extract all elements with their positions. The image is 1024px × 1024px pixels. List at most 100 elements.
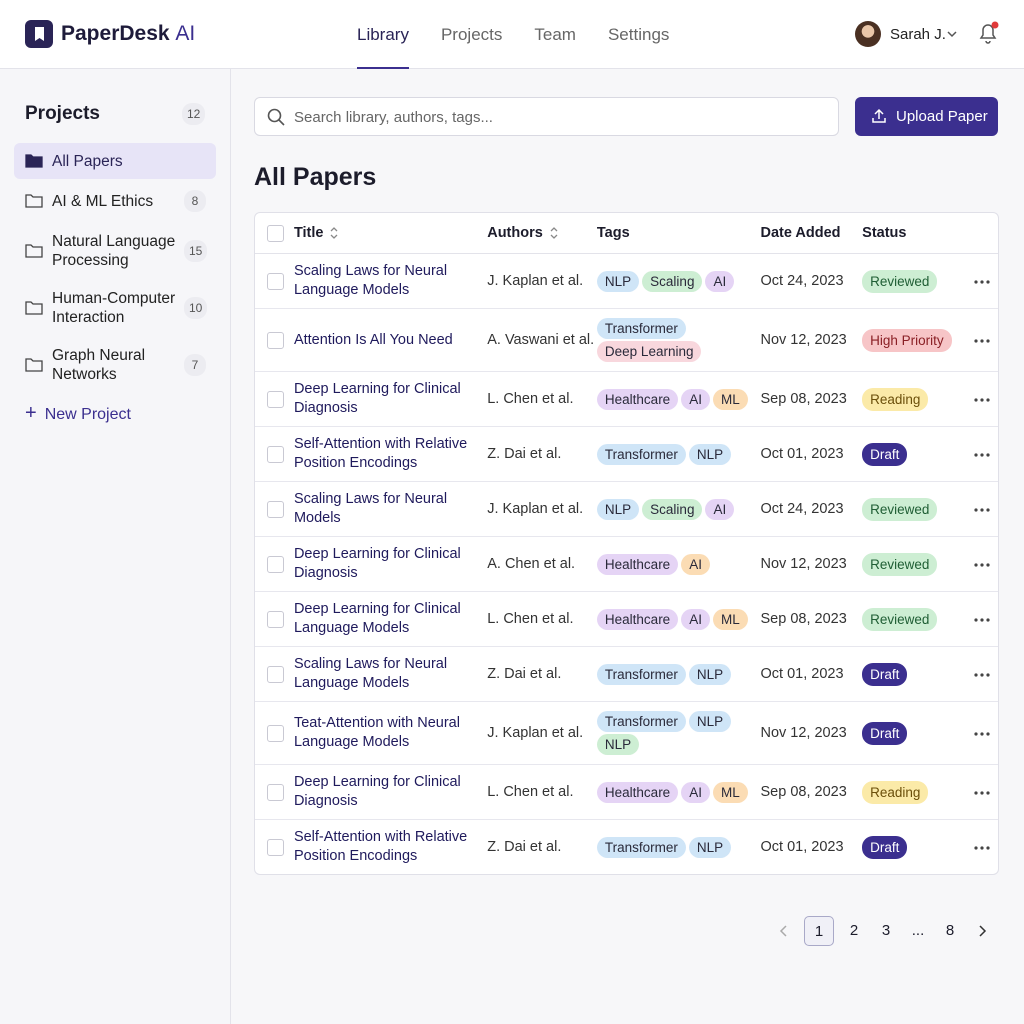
tag[interactable]: AI bbox=[681, 608, 710, 630]
tag[interactable]: Transformer bbox=[596, 836, 686, 858]
tag[interactable]: NLP bbox=[688, 836, 732, 858]
paper-title[interactable]: Deep Learning for Clinical Diagnosis bbox=[293, 372, 488, 427]
tag[interactable]: Transformer bbox=[596, 318, 686, 339]
more-button[interactable] bbox=[973, 666, 991, 682]
more-button[interactable] bbox=[973, 611, 991, 627]
paper-row[interactable]: Deep Learning for Clinical Diagnosis L. C… bbox=[255, 372, 998, 427]
tag[interactable]: NLP bbox=[688, 663, 732, 685]
tag[interactable]: NLP bbox=[688, 711, 732, 732]
row-checkbox[interactable] bbox=[267, 838, 284, 856]
nav-link[interactable]: Team bbox=[534, 25, 576, 44]
row-checkbox[interactable] bbox=[267, 390, 284, 408]
new-project[interactable]: + New Project bbox=[25, 402, 131, 425]
select-all-checkbox[interactable] bbox=[267, 224, 284, 242]
paper-row[interactable]: Self-Attention with Relative Position En… bbox=[255, 820, 998, 874]
tag[interactable]: Scaling bbox=[642, 270, 703, 292]
tag[interactable]: Healthcare bbox=[596, 781, 679, 803]
paper-title[interactable]: Scaling Laws for Neural Models bbox=[293, 482, 488, 537]
tag[interactable]: Transformer bbox=[596, 663, 686, 685]
project-item[interactable]: All Papers bbox=[14, 143, 216, 179]
paper-title[interactable]: Scaling Laws for Neural Language Models bbox=[293, 647, 488, 702]
tag[interactable]: AI bbox=[705, 270, 735, 292]
tag[interactable]: Healthcare bbox=[596, 553, 679, 575]
avatar[interactable] bbox=[855, 21, 881, 47]
paper-title[interactable]: Self-Attention with Relative Position En… bbox=[293, 427, 488, 482]
project-item[interactable]: Human-Computer Interaction 10 bbox=[14, 280, 216, 336]
paper-row[interactable]: Scaling Laws for Neural Models J. Kaplan … bbox=[255, 482, 998, 537]
tag[interactable]: ML bbox=[712, 781, 748, 803]
row-checkbox[interactable] bbox=[267, 331, 284, 349]
paper-row[interactable]: Deep Learning for Clinical Language Mode… bbox=[255, 592, 998, 647]
more-button[interactable] bbox=[973, 332, 991, 348]
tag[interactable]: Scaling bbox=[642, 498, 703, 520]
upload-button[interactable]: Upload Paper bbox=[855, 97, 998, 136]
paper-title[interactable]: Deep Learning for Clinical Diagnosis bbox=[293, 765, 488, 820]
more-button[interactable] bbox=[973, 839, 991, 855]
nav-link[interactable]: Library bbox=[357, 0, 409, 69]
tag[interactable]: NLP bbox=[596, 734, 640, 755]
folder-icon bbox=[25, 194, 43, 208]
tag[interactable]: ML bbox=[712, 608, 748, 630]
paper-row[interactable]: Deep Learning for Clinical Diagnosis L. C… bbox=[255, 765, 998, 820]
tag[interactable]: Transformer bbox=[596, 443, 686, 465]
paper-title[interactable]: Self-Attention with Relative Position En… bbox=[293, 829, 468, 864]
more-button[interactable] bbox=[973, 273, 991, 289]
project-item[interactable]: Natural Language Processing 15 bbox=[14, 223, 216, 279]
paper-row[interactable]: Scaling Laws for Neural Language Models Z… bbox=[255, 647, 998, 702]
row-checkbox[interactable] bbox=[267, 665, 284, 683]
page-button[interactable]: 3 bbox=[881, 922, 891, 939]
tag[interactable]: Healthcare bbox=[596, 608, 679, 630]
chevron[interactable] bbox=[946, 29, 958, 39]
column-header[interactable]: Title bbox=[293, 213, 488, 254]
paper-title[interactable]: Attention Is All You Need bbox=[293, 309, 488, 372]
page-button[interactable]: 1 bbox=[804, 916, 834, 946]
tag[interactable]: NLP bbox=[596, 498, 640, 520]
tag[interactable]: NLP bbox=[688, 443, 732, 465]
paper-row[interactable]: Self-Attention with Relative Position En… bbox=[255, 427, 998, 482]
nav-link[interactable]: Projects bbox=[440, 25, 503, 44]
page-button[interactable]: ... bbox=[911, 922, 925, 939]
tag[interactable]: ML bbox=[712, 388, 748, 410]
column-header[interactable]: Authors bbox=[487, 213, 597, 254]
project-item[interactable]: AI & ML Ethics 8 bbox=[14, 184, 216, 218]
paper-row[interactable]: Teat-Attention with Neural Language Mode… bbox=[255, 702, 998, 765]
row-checkbox[interactable] bbox=[267, 445, 284, 463]
page-button[interactable]: 8 bbox=[945, 922, 955, 939]
paper-title[interactable]: Deep Learning for Clinical Language Mode… bbox=[293, 592, 488, 647]
more-button[interactable] bbox=[973, 446, 991, 462]
nav-link[interactable]: Settings bbox=[607, 25, 670, 44]
tag[interactable]: AI bbox=[705, 498, 735, 520]
row-checkbox[interactable] bbox=[267, 724, 284, 742]
row-checkbox[interactable] bbox=[267, 555, 284, 573]
more-button[interactable] bbox=[973, 391, 991, 407]
tag[interactable]: Deep Learning bbox=[596, 341, 702, 362]
tag[interactable]: AI bbox=[681, 388, 710, 410]
next-page[interactable] bbox=[970, 916, 994, 946]
tag[interactable]: Transformer bbox=[596, 711, 686, 732]
tag[interactable]: Healthcare bbox=[596, 388, 679, 410]
status-cell: Reviewed bbox=[862, 592, 965, 647]
more-button[interactable] bbox=[973, 725, 991, 741]
user-name[interactable]: Sarah J. bbox=[890, 26, 946, 43]
search-box[interactable]: Search library, authors, tags... bbox=[254, 97, 839, 136]
paper-row[interactable]: Deep Learning for Clinical Diagnosis A. C… bbox=[255, 537, 998, 592]
row-checkbox[interactable] bbox=[267, 783, 284, 801]
paper-title[interactable]: Teat-Attention with Neural Language Mode… bbox=[293, 702, 488, 765]
project-item[interactable]: Graph Neural Networks 7 bbox=[14, 337, 216, 393]
prev-page[interactable] bbox=[772, 916, 796, 946]
paper-row[interactable]: Attention Is All You Need A. Vaswani et a… bbox=[255, 309, 998, 372]
more-button[interactable] bbox=[973, 784, 991, 800]
page-button[interactable]: 2 bbox=[849, 922, 859, 939]
tag[interactable]: AI bbox=[681, 553, 710, 575]
notifications[interactable] bbox=[976, 20, 1000, 46]
tag[interactable]: NLP bbox=[596, 270, 640, 292]
row-checkbox[interactable] bbox=[267, 610, 284, 628]
row-checkbox[interactable] bbox=[267, 500, 284, 518]
paper-title[interactable]: Scaling Laws for Neural Language Models bbox=[293, 254, 488, 309]
more-button[interactable] bbox=[973, 556, 991, 572]
paper-title[interactable]: Deep Learning for Clinical Diagnosis bbox=[293, 537, 488, 592]
paper-row[interactable]: Scaling Laws for Neural Language Models J… bbox=[255, 254, 998, 309]
row-checkbox[interactable] bbox=[267, 272, 284, 290]
tag[interactable]: AI bbox=[681, 781, 710, 803]
more-button[interactable] bbox=[973, 501, 991, 517]
